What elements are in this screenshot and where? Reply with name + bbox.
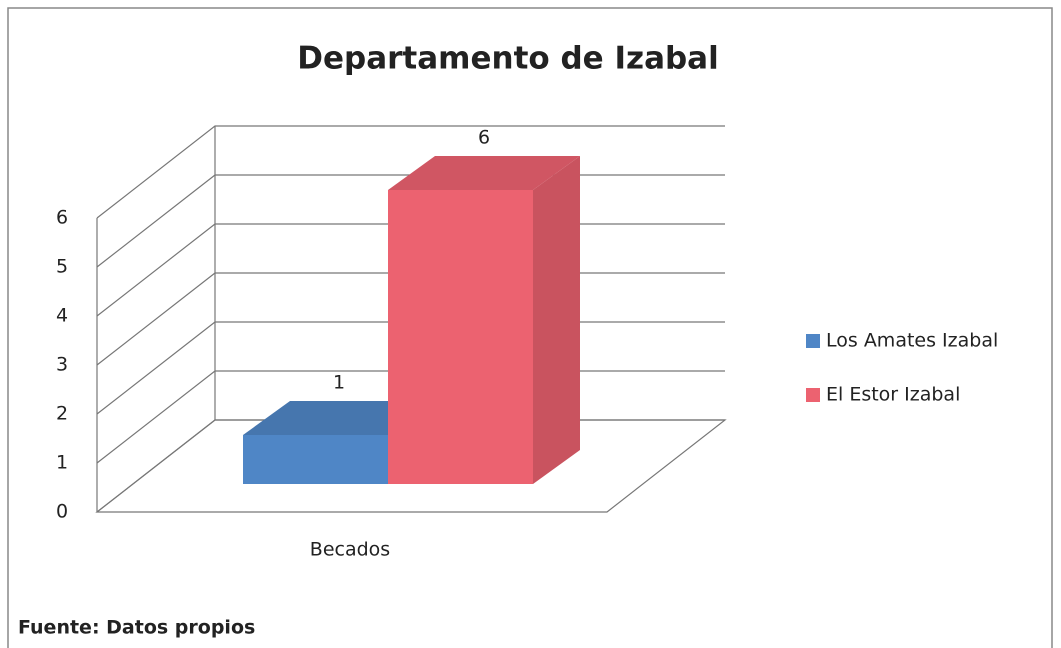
bar <box>388 190 533 484</box>
data-label: 6 <box>478 127 490 149</box>
y-tick-label: 4 <box>56 305 68 327</box>
grid-line <box>96 125 725 219</box>
legend-label: El Estor Izabal <box>826 384 960 406</box>
source-note: Fuente: Datos propios <box>18 617 255 639</box>
legend-label: Los Amates Izabal <box>826 330 998 352</box>
bar-top <box>388 156 580 190</box>
y-tick-label: 3 <box>56 354 68 376</box>
y-tick-label: 0 <box>56 501 68 523</box>
chart-title: Departamento de Izabal <box>297 41 718 77</box>
y-tick-label: 1 <box>56 452 68 474</box>
legend-swatch <box>806 388 820 402</box>
bar-side <box>533 156 580 484</box>
bar <box>243 435 388 484</box>
legend-swatch <box>806 334 820 348</box>
y-tick-label: 6 <box>56 207 68 229</box>
y-tick-label: 5 <box>56 256 68 278</box>
bar-top <box>243 401 435 435</box>
data-label: 1 <box>333 372 345 394</box>
x-tick-label: Becados <box>310 539 390 561</box>
y-tick-label: 2 <box>56 403 68 425</box>
